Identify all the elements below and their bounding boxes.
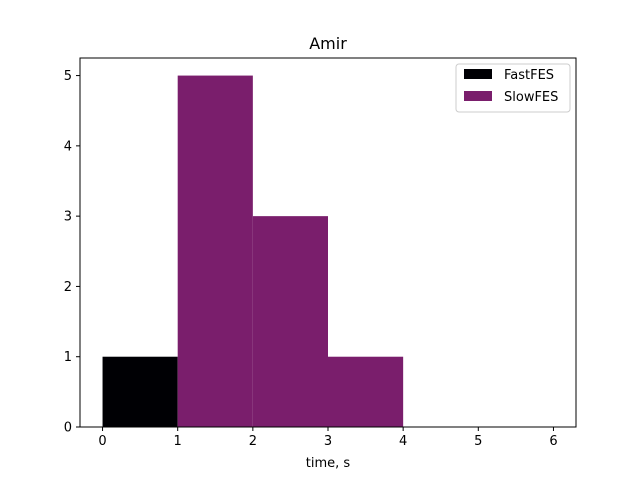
x-axis: 0 1 2 3 4 5 6 xyxy=(98,427,558,449)
x-tick-label: 0 xyxy=(98,434,106,449)
bar-fastfes-0 xyxy=(102,356,178,427)
legend-swatch-fastfes xyxy=(464,69,492,79)
y-tick-label: 2 xyxy=(64,280,72,295)
legend-swatch-slowfes xyxy=(464,91,492,101)
y-tick-label: 3 xyxy=(64,210,72,225)
bar-slowfes-2 xyxy=(328,356,404,427)
x-tick-label: 4 xyxy=(399,434,407,449)
x-tick-label: 2 xyxy=(249,434,257,449)
legend: FastFES SlowFES xyxy=(455,63,571,113)
y-tick-label: 0 xyxy=(64,421,72,436)
y-tick-label: 4 xyxy=(64,139,72,154)
y-axis: 0 1 2 3 4 5 xyxy=(64,69,80,436)
legend-label-slowfes: SlowFES xyxy=(504,90,558,105)
y-tick-label: 1 xyxy=(64,350,72,365)
chart-title: Amir xyxy=(309,34,347,53)
x-tick-label: 6 xyxy=(549,434,557,449)
x-tick-label: 3 xyxy=(324,434,332,449)
x-tick-label: 5 xyxy=(474,434,482,449)
y-tick-label: 5 xyxy=(64,69,72,84)
histogram-bars xyxy=(102,75,404,428)
legend-label-fastfes: FastFES xyxy=(504,68,554,83)
x-axis-label: time, s xyxy=(306,456,351,471)
bar-slowfes-0 xyxy=(177,75,253,428)
bar-slowfes-1 xyxy=(252,216,328,427)
x-tick-label: 1 xyxy=(174,434,182,449)
